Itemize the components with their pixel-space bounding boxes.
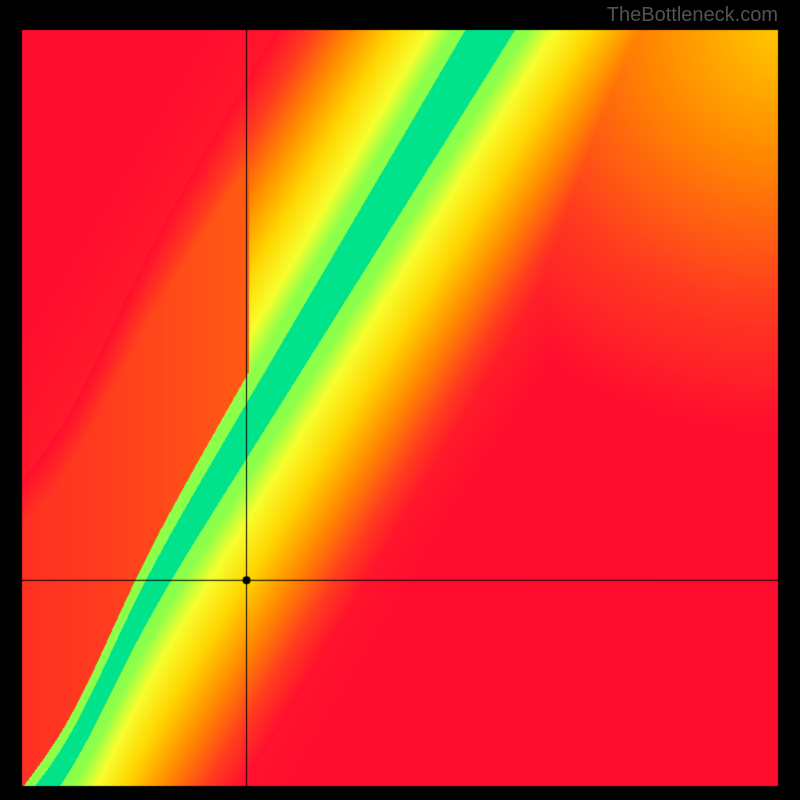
watermark-text: TheBottleneck.com (607, 4, 778, 27)
bottleneck-heatmap (0, 0, 800, 800)
